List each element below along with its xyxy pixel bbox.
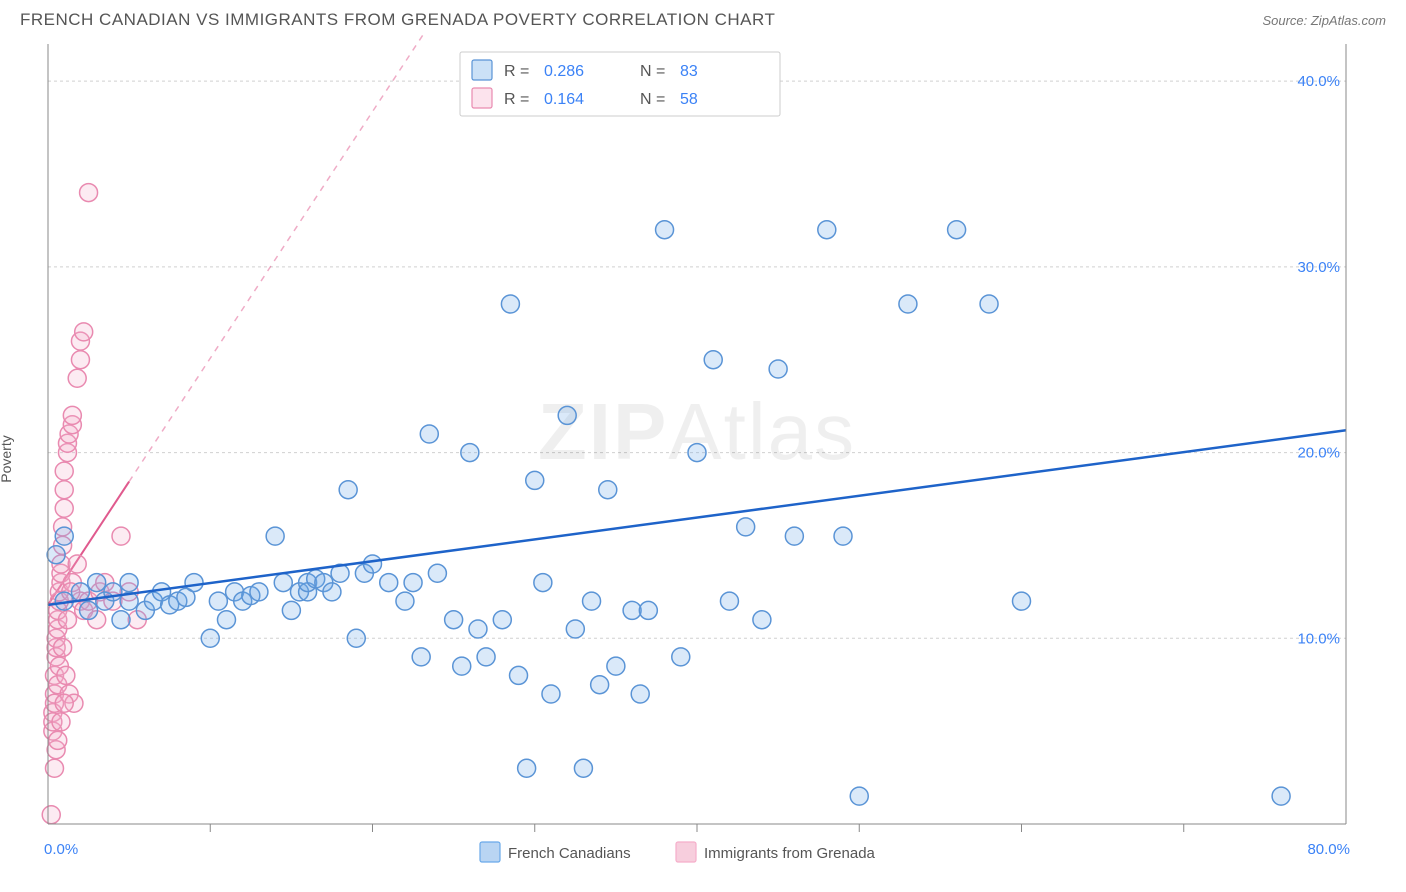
scatter-chart: 10.0% 20.0% 30.0% 40.0% ZIPAtlas 0.0% 80.0% R =…	[0, 34, 1406, 884]
svg-text:58: 58	[680, 91, 698, 108]
svg-text:R =: R =	[504, 91, 529, 108]
svg-text:80.0%: 80.0%	[1307, 841, 1350, 858]
chart-title: FRENCH CANADIAN VS IMMIGRANTS FROM GRENA…	[20, 10, 775, 30]
svg-text:0.164: 0.164	[544, 91, 584, 108]
svg-text:Immigrants from Grenada: Immigrants from Grenada	[704, 845, 876, 862]
y-axis-label: Poverty	[0, 435, 14, 482]
svg-text:30.0%: 30.0%	[1297, 259, 1340, 276]
svg-text:0.286: 0.286	[544, 63, 584, 80]
svg-text:20.0%: 20.0%	[1297, 445, 1340, 462]
svg-text:French Canadians: French Canadians	[508, 845, 631, 862]
svg-text:10.0%: 10.0%	[1297, 630, 1340, 647]
svg-text:40.0%: 40.0%	[1297, 73, 1340, 90]
source-label: Source: ZipAtlas.com	[1262, 13, 1386, 28]
svg-text:R =: R =	[504, 63, 529, 80]
svg-text:N =: N =	[640, 63, 665, 80]
svg-text:N =: N =	[640, 91, 665, 108]
svg-text:ZIPAtlas: ZIPAtlas	[538, 387, 856, 476]
svg-text:83: 83	[680, 63, 698, 80]
svg-text:0.0%: 0.0%	[44, 841, 78, 858]
